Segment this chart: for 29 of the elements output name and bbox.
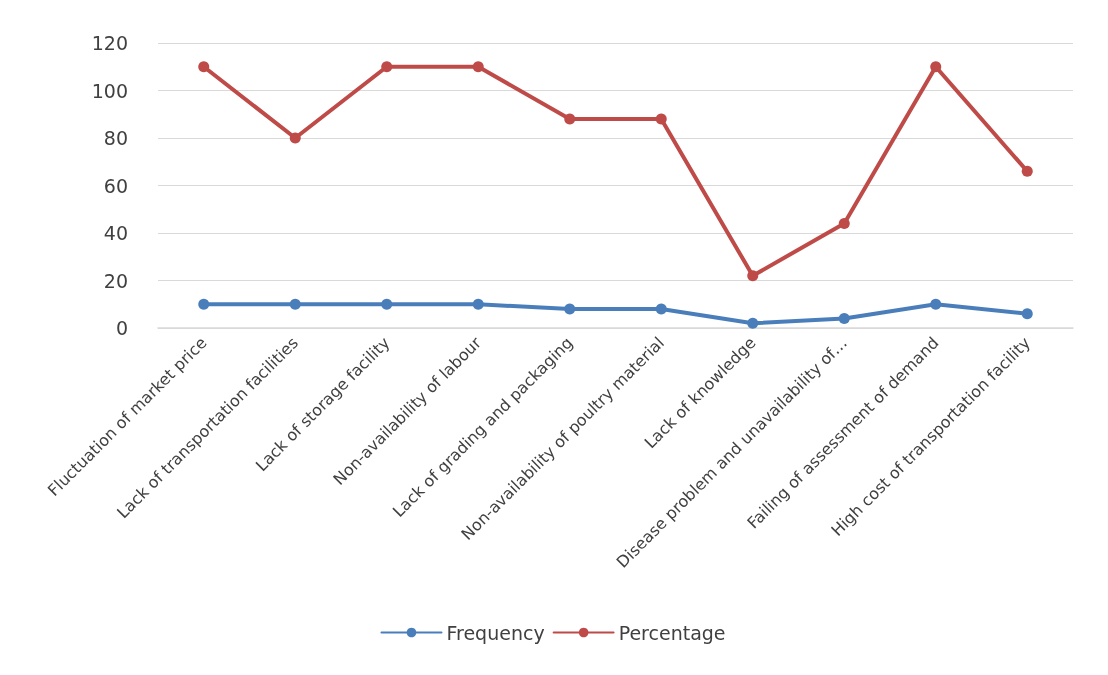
point (930, 61, 942, 73)
point (289, 298, 301, 310)
point (655, 113, 667, 125)
legend-label: Percentage (618, 621, 726, 644)
point (1021, 308, 1033, 320)
y-tick-label: 20 (103, 269, 128, 292)
y-tick-label: 60 (103, 174, 128, 197)
point (472, 298, 484, 310)
y-tick-label: 80 (103, 127, 128, 149)
point (747, 270, 759, 282)
point (381, 298, 393, 310)
legend-label: Frequency (446, 621, 545, 644)
point (747, 317, 759, 329)
point (381, 61, 393, 73)
point (564, 303, 576, 315)
point (1021, 165, 1033, 177)
y-tick-label: 100 (91, 79, 128, 102)
point (838, 218, 850, 229)
point (838, 313, 850, 324)
point (472, 61, 484, 73)
point (930, 298, 942, 310)
point (655, 303, 667, 315)
point (198, 298, 210, 310)
point (198, 61, 210, 73)
point (564, 113, 576, 125)
point (289, 132, 301, 144)
y-tick-label: 0 (115, 317, 128, 339)
y-tick-label: 40 (103, 222, 128, 244)
y-tick-label: 120 (91, 32, 128, 54)
